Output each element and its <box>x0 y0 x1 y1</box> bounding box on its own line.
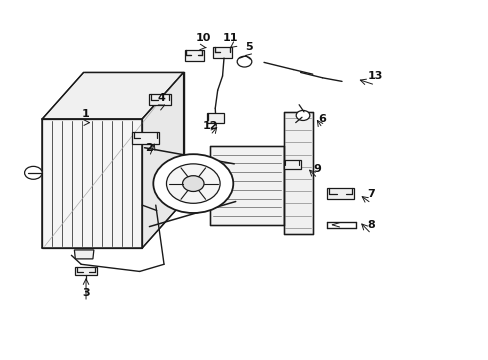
Polygon shape <box>132 132 159 144</box>
Circle shape <box>24 166 42 179</box>
Text: 6: 6 <box>318 114 326 124</box>
Polygon shape <box>149 94 171 105</box>
Circle shape <box>182 176 203 192</box>
Text: 3: 3 <box>82 288 90 298</box>
Polygon shape <box>210 146 283 225</box>
Text: 4: 4 <box>157 93 165 103</box>
Polygon shape <box>42 72 183 119</box>
Polygon shape <box>142 72 183 248</box>
Polygon shape <box>283 112 312 234</box>
Text: 11: 11 <box>223 33 238 43</box>
Polygon shape <box>212 47 232 58</box>
Circle shape <box>296 111 309 121</box>
Polygon shape <box>74 250 94 259</box>
Circle shape <box>166 164 220 203</box>
Polygon shape <box>327 188 353 199</box>
Polygon shape <box>206 113 224 123</box>
Text: 13: 13 <box>367 71 382 81</box>
Text: 7: 7 <box>366 189 374 199</box>
Polygon shape <box>75 267 97 275</box>
Text: 1: 1 <box>82 109 90 119</box>
Polygon shape <box>283 160 300 169</box>
Text: 10: 10 <box>195 33 210 43</box>
Text: 5: 5 <box>245 42 253 52</box>
Text: 2: 2 <box>145 143 153 153</box>
Text: 12: 12 <box>202 121 218 131</box>
Circle shape <box>153 154 233 213</box>
Text: 8: 8 <box>366 220 374 230</box>
Polygon shape <box>42 119 142 248</box>
Text: 9: 9 <box>313 164 321 174</box>
Polygon shape <box>184 50 203 61</box>
Circle shape <box>237 56 251 67</box>
